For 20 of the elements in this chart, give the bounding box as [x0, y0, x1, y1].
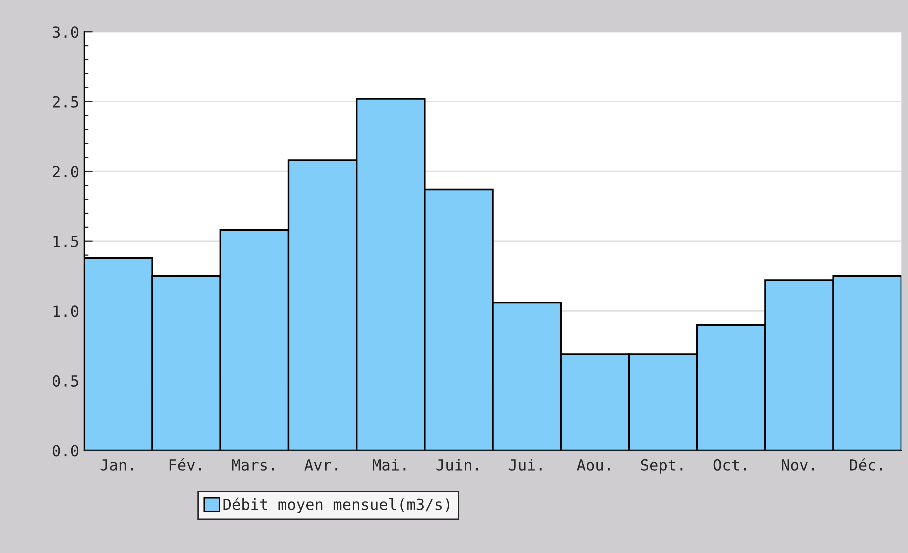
legend-label: Débit moyen mensuel(m3/s) — [224, 498, 450, 514]
x-tick-label: Aou. — [577, 460, 610, 471]
x-tick-label: Avr. — [304, 460, 338, 471]
y-tick-label: 1.0 — [54, 306, 79, 318]
y-tick-label: 0.0 — [52, 445, 79, 457]
y-tick-label: 0.5 — [52, 375, 78, 387]
y-tick-label: 3.0 — [53, 26, 79, 38]
x-tick-label: Nov. — [782, 460, 814, 471]
x-tick-label: Jan. — [100, 460, 134, 471]
y-tick-label: 2.0 — [53, 166, 79, 178]
y-tick-label: 2.5 — [53, 96, 78, 108]
x-tick-label: Mars. — [232, 460, 274, 471]
x-tick-label: Mai. — [373, 459, 406, 471]
x-tick-label: Déc. — [850, 458, 882, 471]
x-tick-label: Jui. — [510, 459, 542, 471]
x-tick-label: Juin. — [436, 459, 478, 471]
x-tick-label: Sept. — [641, 459, 683, 474]
x-tick-label: Oct. — [714, 459, 746, 471]
x-tick-label: Fév. — [170, 458, 202, 471]
y-tick-label: 1.5 — [54, 236, 78, 248]
